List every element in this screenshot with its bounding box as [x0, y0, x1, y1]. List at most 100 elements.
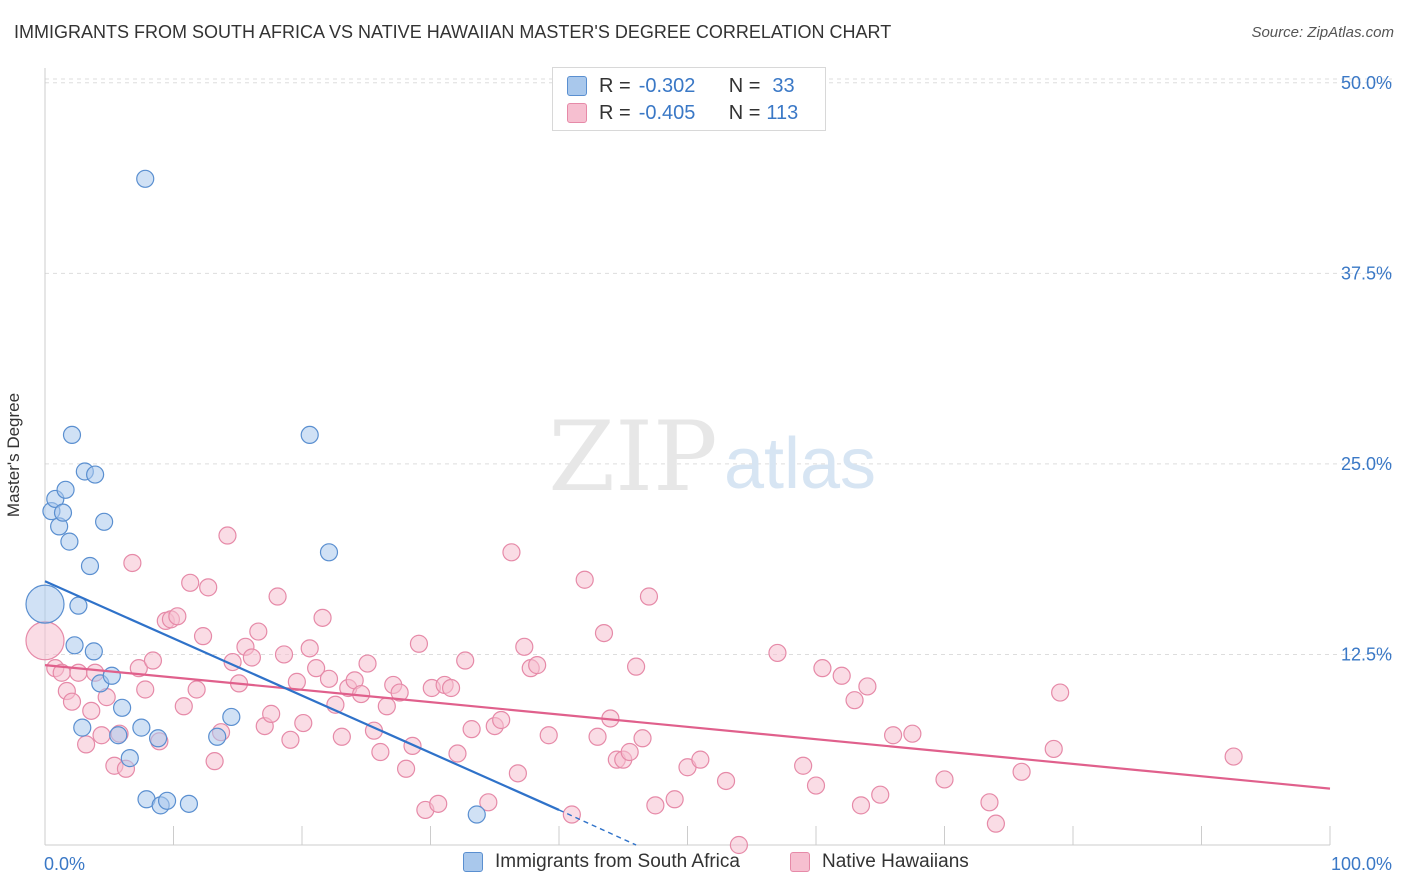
data-point-native-hawaiians	[262, 704, 281, 723]
tick-labels: 12.5% 25.0% 37.5% 50.0% 0.0% 100.0%	[44, 73, 1392, 874]
data-point-immigrants-south-africa	[132, 718, 151, 737]
series-immigrants-south-africa	[25, 169, 486, 824]
data-point-native-hawaiians	[871, 785, 890, 804]
data-point-immigrants-south-africa	[102, 666, 121, 685]
bottom-legend-immigrants: Immigrants from South Africa	[463, 851, 740, 873]
legend-r-value: -0.302	[638, 74, 696, 97]
data-point-native-hawaiians	[396, 759, 416, 778]
data-point-immigrants-south-africa	[25, 584, 65, 624]
data-point-native-hawaiians	[377, 697, 396, 716]
data-point-native-hawaiians	[479, 793, 498, 812]
data-point-native-hawaiians	[136, 680, 155, 699]
data-point-native-hawaiians	[716, 771, 736, 791]
trend-line-extension-immigrants-south-africa	[558, 809, 637, 846]
data-point-immigrants-south-africa	[467, 805, 486, 824]
chart-title: IMMIGRANTS FROM SOUTH AFRICA VS NATIVE H…	[14, 22, 892, 42]
legend-n-label: N =	[728, 74, 761, 97]
data-point-native-hawaiians	[492, 710, 511, 730]
data-point-native-hawaiians	[77, 735, 96, 754]
legend-r-label: R =	[599, 101, 631, 124]
legend-row-hawaiians: R = -0.405 N = 113	[567, 100, 798, 126]
data-point-native-hawaiians	[82, 701, 101, 720]
legend-n-value: 113	[766, 101, 799, 124]
data-point-native-hawaiians	[1012, 762, 1031, 781]
source-label: Source: ZipAtlas.com	[1251, 24, 1394, 41]
data-point-native-hawaiians	[448, 744, 467, 763]
bottom-legend-label-immigrants: Immigrants from South Africa	[495, 851, 740, 872]
data-point-native-hawaiians	[174, 697, 193, 716]
data-point-native-hawaiians	[691, 750, 710, 769]
data-point-native-hawaiians	[281, 730, 300, 749]
data-point-immigrants-south-africa	[179, 794, 199, 813]
data-point-native-hawaiians	[92, 726, 111, 745]
data-point-native-hawaiians	[620, 742, 639, 762]
data-point-native-hawaiians	[25, 621, 65, 661]
data-point-native-hawaiians	[858, 677, 877, 696]
watermark: ZIP atlas	[548, 401, 876, 513]
data-point-native-hawaiians	[515, 637, 534, 656]
data-point-immigrants-south-africa	[56, 480, 75, 499]
y-tick-label: 37.5%	[1341, 263, 1392, 283]
data-point-immigrants-south-africa	[157, 791, 177, 810]
data-point-native-hawaiians	[249, 622, 268, 641]
bottom-legend-hawaiians: Native Hawaiians	[790, 851, 969, 873]
data-point-native-hawaiians	[143, 651, 163, 670]
data-point-native-hawaiians	[199, 578, 218, 597]
correlation-legend: R = -0.302 N = 33 R = -0.405 N = 113	[552, 67, 826, 131]
data-point-native-hawaiians	[646, 796, 665, 815]
bottom-legend-swatch-blue	[463, 852, 483, 872]
data-point-native-hawaiians	[371, 742, 390, 762]
data-point-native-hawaiians	[575, 570, 594, 589]
data-point-native-hawaiians	[528, 656, 547, 675]
data-point-native-hawaiians	[980, 793, 999, 812]
data-point-immigrants-south-africa	[80, 556, 100, 576]
data-point-native-hawaiians	[502, 543, 521, 562]
data-point-native-hawaiians	[319, 669, 339, 688]
data-point-native-hawaiians	[806, 776, 826, 795]
data-point-native-hawaiians	[218, 526, 237, 545]
data-point-native-hawaiians	[851, 796, 871, 815]
y-tick-label: 50.0%	[1341, 73, 1392, 93]
data-point-native-hawaiians	[187, 680, 206, 699]
data-point-native-hawaiians	[294, 713, 313, 733]
data-point-native-hawaiians	[456, 651, 475, 670]
gridlines	[45, 78, 1392, 655]
data-point-native-hawaiians	[665, 790, 684, 809]
data-point-native-hawaiians	[768, 643, 787, 663]
data-point-native-hawaiians	[129, 659, 148, 678]
data-point-immigrants-south-africa	[148, 729, 168, 748]
data-point-native-hawaiians	[441, 678, 461, 698]
data-point-immigrants-south-africa	[60, 532, 79, 551]
legend-swatch-pink	[567, 103, 587, 123]
data-point-immigrants-south-africa	[86, 465, 105, 484]
data-point-immigrants-south-africa	[53, 503, 73, 522]
data-point-native-hawaiians	[313, 608, 332, 627]
data-point-immigrants-south-africa	[73, 718, 92, 737]
data-point-native-hawaiians	[332, 727, 351, 746]
legend-r-label: R =	[599, 74, 631, 97]
data-point-native-hawaiians	[307, 659, 326, 678]
series-native-hawaiians	[25, 526, 1243, 855]
data-point-native-hawaiians	[1051, 683, 1070, 702]
data-point-native-hawaiians	[588, 727, 607, 746]
data-point-native-hawaiians	[390, 683, 409, 702]
data-point-immigrants-south-africa	[208, 727, 227, 746]
y-tick-label: 25.0%	[1341, 454, 1392, 474]
data-point-native-hawaiians	[429, 794, 448, 813]
data-point-native-hawaiians	[539, 726, 558, 745]
legend-row-immigrants: R = -0.302 N = 33	[567, 73, 795, 99]
trend-line-immigrants-south-africa	[44, 580, 560, 811]
data-point-native-hawaiians	[205, 752, 224, 771]
data-point-native-hawaiians	[168, 607, 187, 626]
data-point-immigrants-south-africa	[62, 425, 82, 445]
data-point-native-hawaiians	[1044, 739, 1063, 759]
data-point-native-hawaiians	[1224, 747, 1243, 766]
data-point-native-hawaiians	[274, 645, 294, 664]
data-point-native-hawaiians	[242, 648, 261, 667]
data-point-native-hawaiians	[794, 756, 813, 775]
data-point-native-hawaiians	[935, 770, 954, 789]
data-point-native-hawaiians	[594, 623, 614, 643]
data-point-immigrants-south-africa	[319, 543, 339, 562]
data-point-immigrants-south-africa	[84, 642, 103, 661]
data-point-immigrants-south-africa	[120, 749, 139, 768]
